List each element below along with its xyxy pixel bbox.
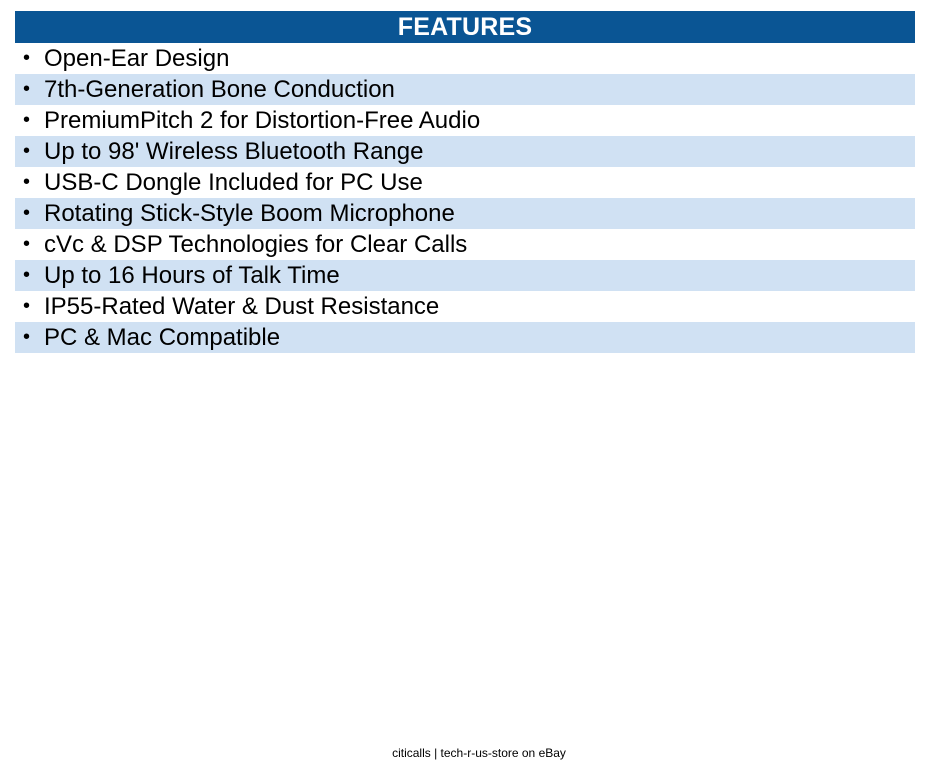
bullet-icon: • — [23, 202, 31, 224]
bullet-icon: • — [23, 140, 31, 162]
feature-text: Up to 98' Wireless Bluetooth Range — [44, 137, 424, 165]
feature-text: USB-C Dongle Included for PC Use — [44, 168, 423, 196]
feature-item: • 7th-Generation Bone Conduction — [15, 74, 915, 105]
bullet-icon: • — [23, 109, 31, 131]
bullet-icon: • — [23, 47, 31, 69]
bullet-icon: • — [23, 264, 31, 286]
feature-text: Open-Ear Design — [44, 44, 230, 72]
bullet-icon: • — [23, 326, 31, 348]
feature-text: cVc & DSP Technologies for Clear Calls — [44, 230, 468, 258]
feature-item: • IP55-Rated Water & Dust Resistance — [15, 291, 915, 322]
feature-list: • Open-Ear Design • 7th-Generation Bone Con… — [15, 43, 915, 353]
feature-item: • Up to 16 Hours of Talk Time — [15, 260, 915, 291]
feature-item: • Up to 98' Wireless Bluetooth Range — [15, 136, 915, 167]
feature-item: • Open-Ear Design — [15, 43, 915, 74]
feature-text: 7th-Generation Bone Conduction — [44, 75, 395, 103]
feature-text: PC & Mac Compatible — [44, 323, 281, 351]
feature-text: Up to 16 Hours of Talk Time — [44, 261, 340, 289]
feature-item: • PC & Mac Compatible — [15, 322, 915, 353]
bullet-icon: • — [23, 78, 31, 100]
bullet-icon: • — [23, 295, 31, 317]
bullet-icon: • — [23, 233, 31, 255]
feature-text: Rotating Stick-Style Boom Microphone — [44, 199, 455, 227]
features-table: FEATURES • Open-Ear Design • 7th-Generation… — [15, 11, 915, 353]
feature-item: • cVc & DSP Technologies for Clear Calls — [15, 229, 915, 260]
feature-item: • PremiumPitch 2 for Distortion-Free Audi… — [15, 105, 915, 136]
feature-text: PremiumPitch 2 for Distortion-Free Audio — [44, 106, 481, 134]
feature-item: • Rotating Stick-Style Boom Microphone — [15, 198, 915, 229]
footer-text: citicalls | tech-r-us-store on eBay — [392, 746, 566, 760]
feature-text: IP55-Rated Water & Dust Resistance — [44, 292, 440, 320]
features-header: FEATURES — [15, 11, 915, 43]
bullet-icon: • — [23, 171, 31, 193]
feature-item: • USB-C Dongle Included for PC Use — [15, 167, 915, 198]
